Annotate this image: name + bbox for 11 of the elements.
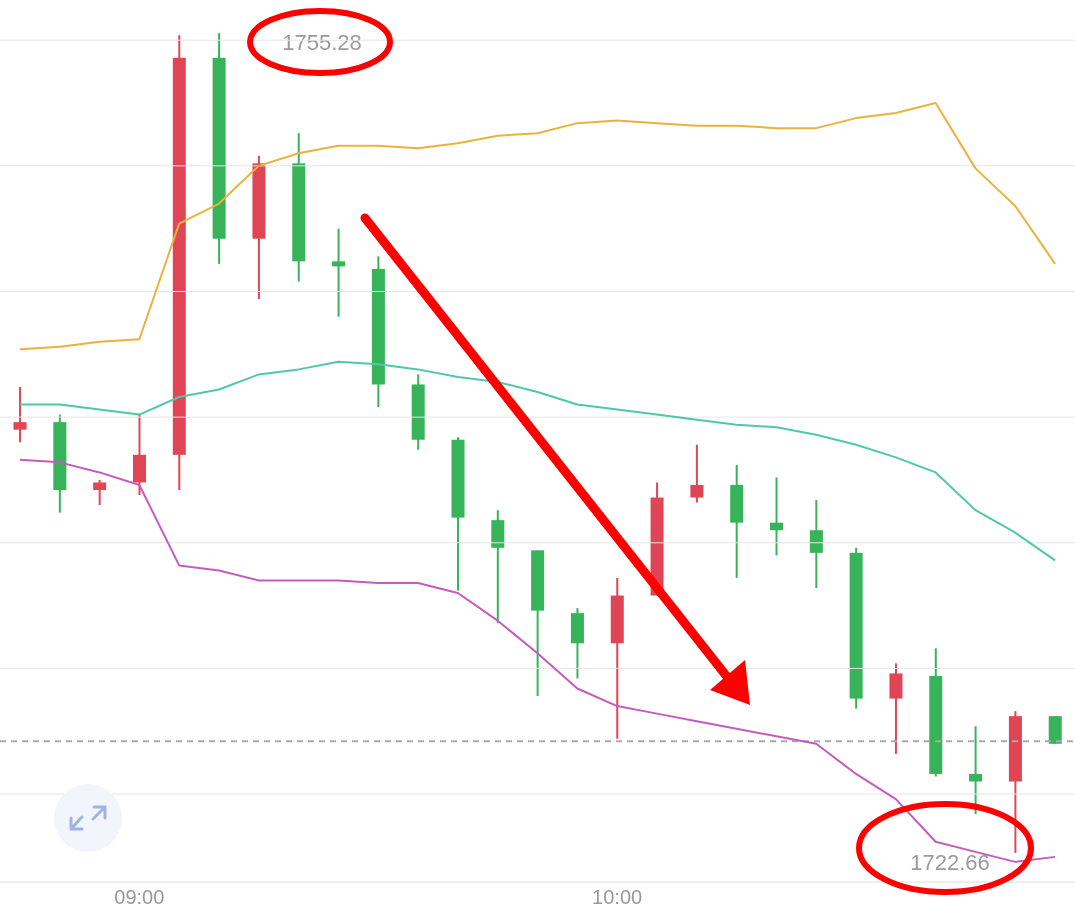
- candlestick: [93, 478, 107, 507]
- candlestick: [690, 443, 704, 504]
- annotation: 1722.66: [910, 850, 990, 875]
- candlestick: [809, 499, 823, 589]
- annotation: 1755.28: [282, 30, 362, 55]
- x-tick-label: 09:00: [114, 886, 165, 909]
- candlestick: [770, 476, 784, 557]
- x-tick-label: 10:00: [592, 886, 643, 909]
- candlestick: [13, 385, 27, 444]
- candlestick: [969, 725, 983, 816]
- candlestick: [332, 227, 346, 318]
